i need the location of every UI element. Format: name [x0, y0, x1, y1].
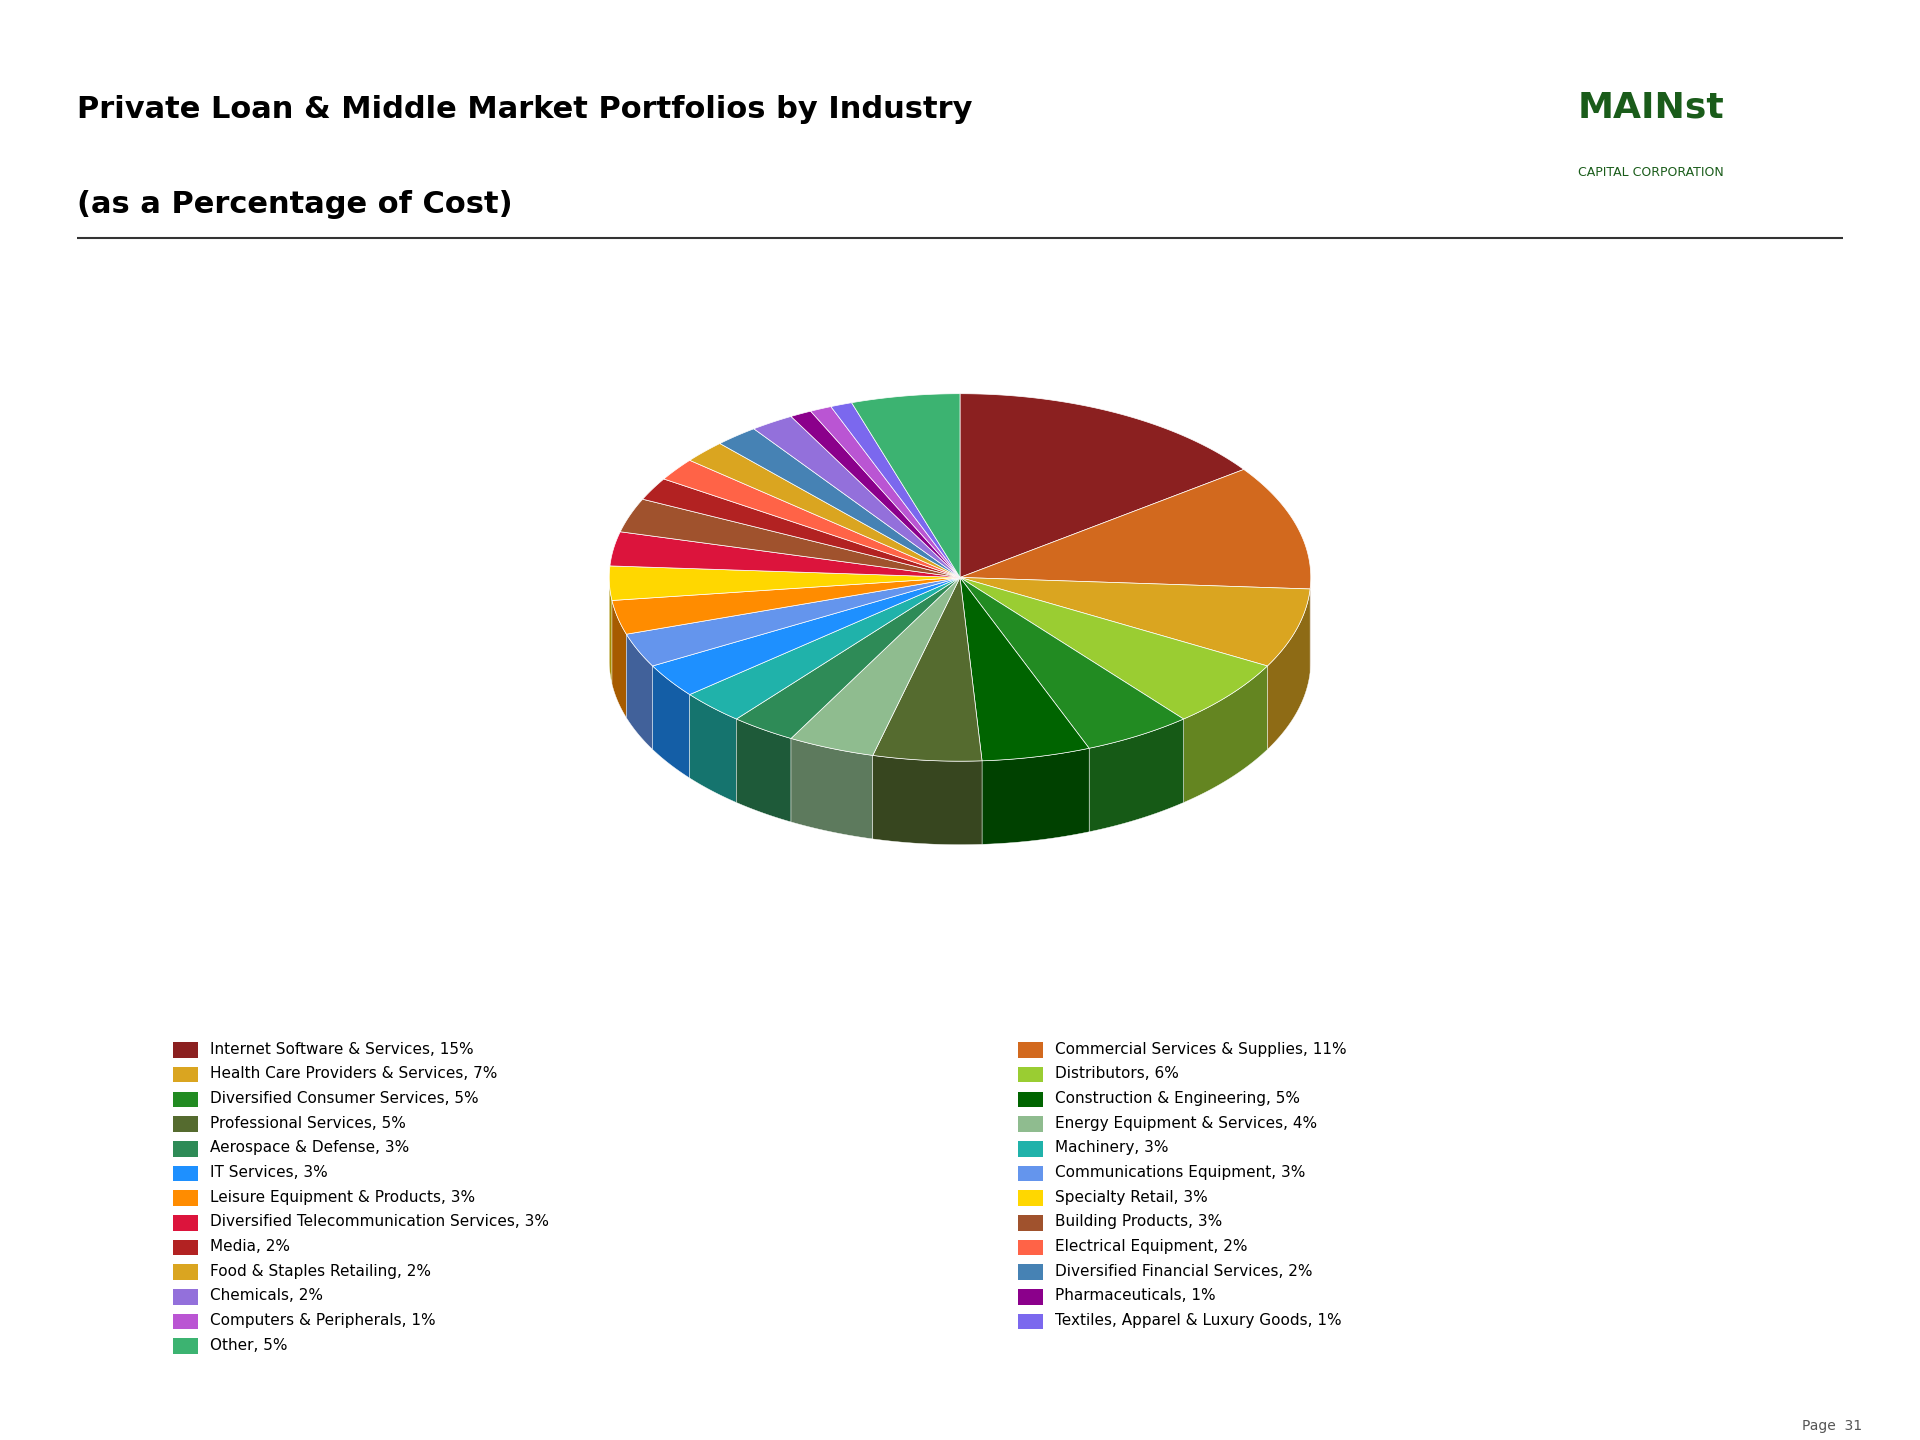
Polygon shape — [611, 531, 960, 577]
Text: Electrical Equipment, 2%: Electrical Equipment, 2% — [1054, 1240, 1248, 1254]
Text: Distributors, 6%: Distributors, 6% — [1054, 1067, 1179, 1081]
Polygon shape — [609, 577, 612, 684]
Text: Computers & Peripherals, 1%: Computers & Peripherals, 1% — [209, 1313, 436, 1328]
Polygon shape — [689, 577, 960, 719]
Text: Commercial Services & Supplies, 11%: Commercial Services & Supplies, 11% — [1054, 1041, 1346, 1057]
Text: Main Street Capital Corporation: Main Street Capital Corporation — [58, 1398, 380, 1417]
FancyBboxPatch shape — [1018, 1313, 1043, 1329]
Polygon shape — [1089, 719, 1183, 832]
FancyBboxPatch shape — [1018, 1215, 1043, 1231]
FancyBboxPatch shape — [173, 1092, 198, 1107]
Text: Internet Software & Services, 15%: Internet Software & Services, 15% — [209, 1041, 474, 1057]
FancyBboxPatch shape — [1018, 1043, 1043, 1058]
FancyBboxPatch shape — [173, 1043, 198, 1058]
Polygon shape — [960, 469, 1311, 589]
Polygon shape — [960, 393, 1244, 577]
Text: Page  31: Page 31 — [1803, 1418, 1862, 1433]
Text: mainstcapital.com: mainstcapital.com — [1676, 1398, 1862, 1417]
FancyBboxPatch shape — [1018, 1191, 1043, 1205]
Polygon shape — [1183, 665, 1267, 802]
Polygon shape — [664, 461, 960, 577]
Text: Diversified Financial Services, 2%: Diversified Financial Services, 2% — [1054, 1264, 1311, 1279]
Polygon shape — [720, 429, 960, 577]
Polygon shape — [791, 577, 960, 756]
Text: Textiles, Apparel & Luxury Goods, 1%: Textiles, Apparel & Luxury Goods, 1% — [1054, 1313, 1342, 1328]
Polygon shape — [612, 577, 960, 634]
Text: Diversified Consumer Services, 5%: Diversified Consumer Services, 5% — [209, 1092, 478, 1106]
FancyBboxPatch shape — [173, 1215, 198, 1231]
Text: IT Services, 3%: IT Services, 3% — [209, 1165, 328, 1179]
Text: Health Care Providers & Services, 7%: Health Care Providers & Services, 7% — [209, 1067, 497, 1081]
Text: Construction & Engineering, 5%: Construction & Engineering, 5% — [1054, 1092, 1300, 1106]
Polygon shape — [810, 406, 960, 577]
Polygon shape — [609, 566, 960, 600]
Polygon shape — [626, 634, 653, 749]
Text: Private Loan & Middle Market Portfolios by Industry: Private Loan & Middle Market Portfolios … — [77, 95, 972, 124]
Text: Aerospace & Defense, 3%: Aerospace & Defense, 3% — [209, 1140, 409, 1155]
FancyBboxPatch shape — [173, 1289, 198, 1305]
FancyBboxPatch shape — [173, 1240, 198, 1256]
Polygon shape — [689, 444, 960, 577]
FancyBboxPatch shape — [173, 1264, 198, 1280]
FancyBboxPatch shape — [1018, 1240, 1043, 1256]
Polygon shape — [831, 403, 960, 577]
FancyBboxPatch shape — [1018, 1264, 1043, 1280]
Text: MAINst: MAINst — [1578, 91, 1724, 125]
FancyBboxPatch shape — [173, 1165, 198, 1181]
Polygon shape — [737, 719, 791, 822]
Text: Machinery, 3%: Machinery, 3% — [1054, 1140, 1167, 1155]
Text: (as a Percentage of Cost): (as a Percentage of Cost) — [77, 190, 513, 219]
Polygon shape — [653, 577, 960, 694]
Text: Chemicals, 2%: Chemicals, 2% — [209, 1289, 323, 1303]
Text: Communications Equipment, 3%: Communications Equipment, 3% — [1054, 1165, 1306, 1179]
Polygon shape — [626, 577, 960, 665]
Text: Pharmaceuticals, 1%: Pharmaceuticals, 1% — [1054, 1289, 1215, 1303]
Polygon shape — [960, 577, 1267, 719]
FancyBboxPatch shape — [1018, 1165, 1043, 1181]
FancyBboxPatch shape — [173, 1313, 198, 1329]
Polygon shape — [755, 416, 960, 577]
Polygon shape — [960, 577, 1089, 760]
FancyBboxPatch shape — [173, 1338, 198, 1354]
Text: CAPITAL CORPORATION: CAPITAL CORPORATION — [1578, 166, 1724, 180]
Polygon shape — [791, 739, 874, 840]
FancyBboxPatch shape — [1018, 1140, 1043, 1156]
FancyBboxPatch shape — [173, 1191, 198, 1205]
Polygon shape — [653, 665, 689, 778]
Text: Specialty Retail, 3%: Specialty Retail, 3% — [1054, 1189, 1208, 1205]
Polygon shape — [960, 577, 1309, 665]
Polygon shape — [620, 500, 960, 577]
Text: Professional Services, 5%: Professional Services, 5% — [209, 1116, 405, 1130]
Polygon shape — [874, 577, 981, 762]
FancyBboxPatch shape — [1018, 1289, 1043, 1305]
FancyBboxPatch shape — [173, 1140, 198, 1156]
Polygon shape — [874, 756, 981, 845]
Text: Diversified Telecommunication Services, 3%: Diversified Telecommunication Services, … — [209, 1214, 549, 1230]
Text: Building Products, 3%: Building Products, 3% — [1054, 1214, 1221, 1230]
FancyBboxPatch shape — [1018, 1067, 1043, 1083]
Polygon shape — [612, 600, 626, 717]
Polygon shape — [852, 393, 960, 577]
FancyBboxPatch shape — [1018, 1116, 1043, 1132]
Text: Food & Staples Retailing, 2%: Food & Staples Retailing, 2% — [209, 1264, 430, 1279]
Text: Leisure Equipment & Products, 3%: Leisure Equipment & Products, 3% — [209, 1189, 474, 1205]
FancyBboxPatch shape — [1018, 1092, 1043, 1107]
Polygon shape — [960, 577, 1183, 749]
Polygon shape — [689, 694, 737, 802]
Text: Energy Equipment & Services, 4%: Energy Equipment & Services, 4% — [1054, 1116, 1317, 1130]
Text: Other, 5%: Other, 5% — [209, 1338, 288, 1352]
Polygon shape — [737, 577, 960, 739]
FancyBboxPatch shape — [173, 1116, 198, 1132]
Text: Media, 2%: Media, 2% — [209, 1240, 290, 1254]
Polygon shape — [791, 412, 960, 577]
Polygon shape — [981, 749, 1089, 844]
Text: NYSE: MAIN: NYSE: MAIN — [900, 1398, 1020, 1417]
FancyBboxPatch shape — [173, 1067, 198, 1083]
Polygon shape — [1267, 589, 1309, 749]
Polygon shape — [643, 480, 960, 577]
